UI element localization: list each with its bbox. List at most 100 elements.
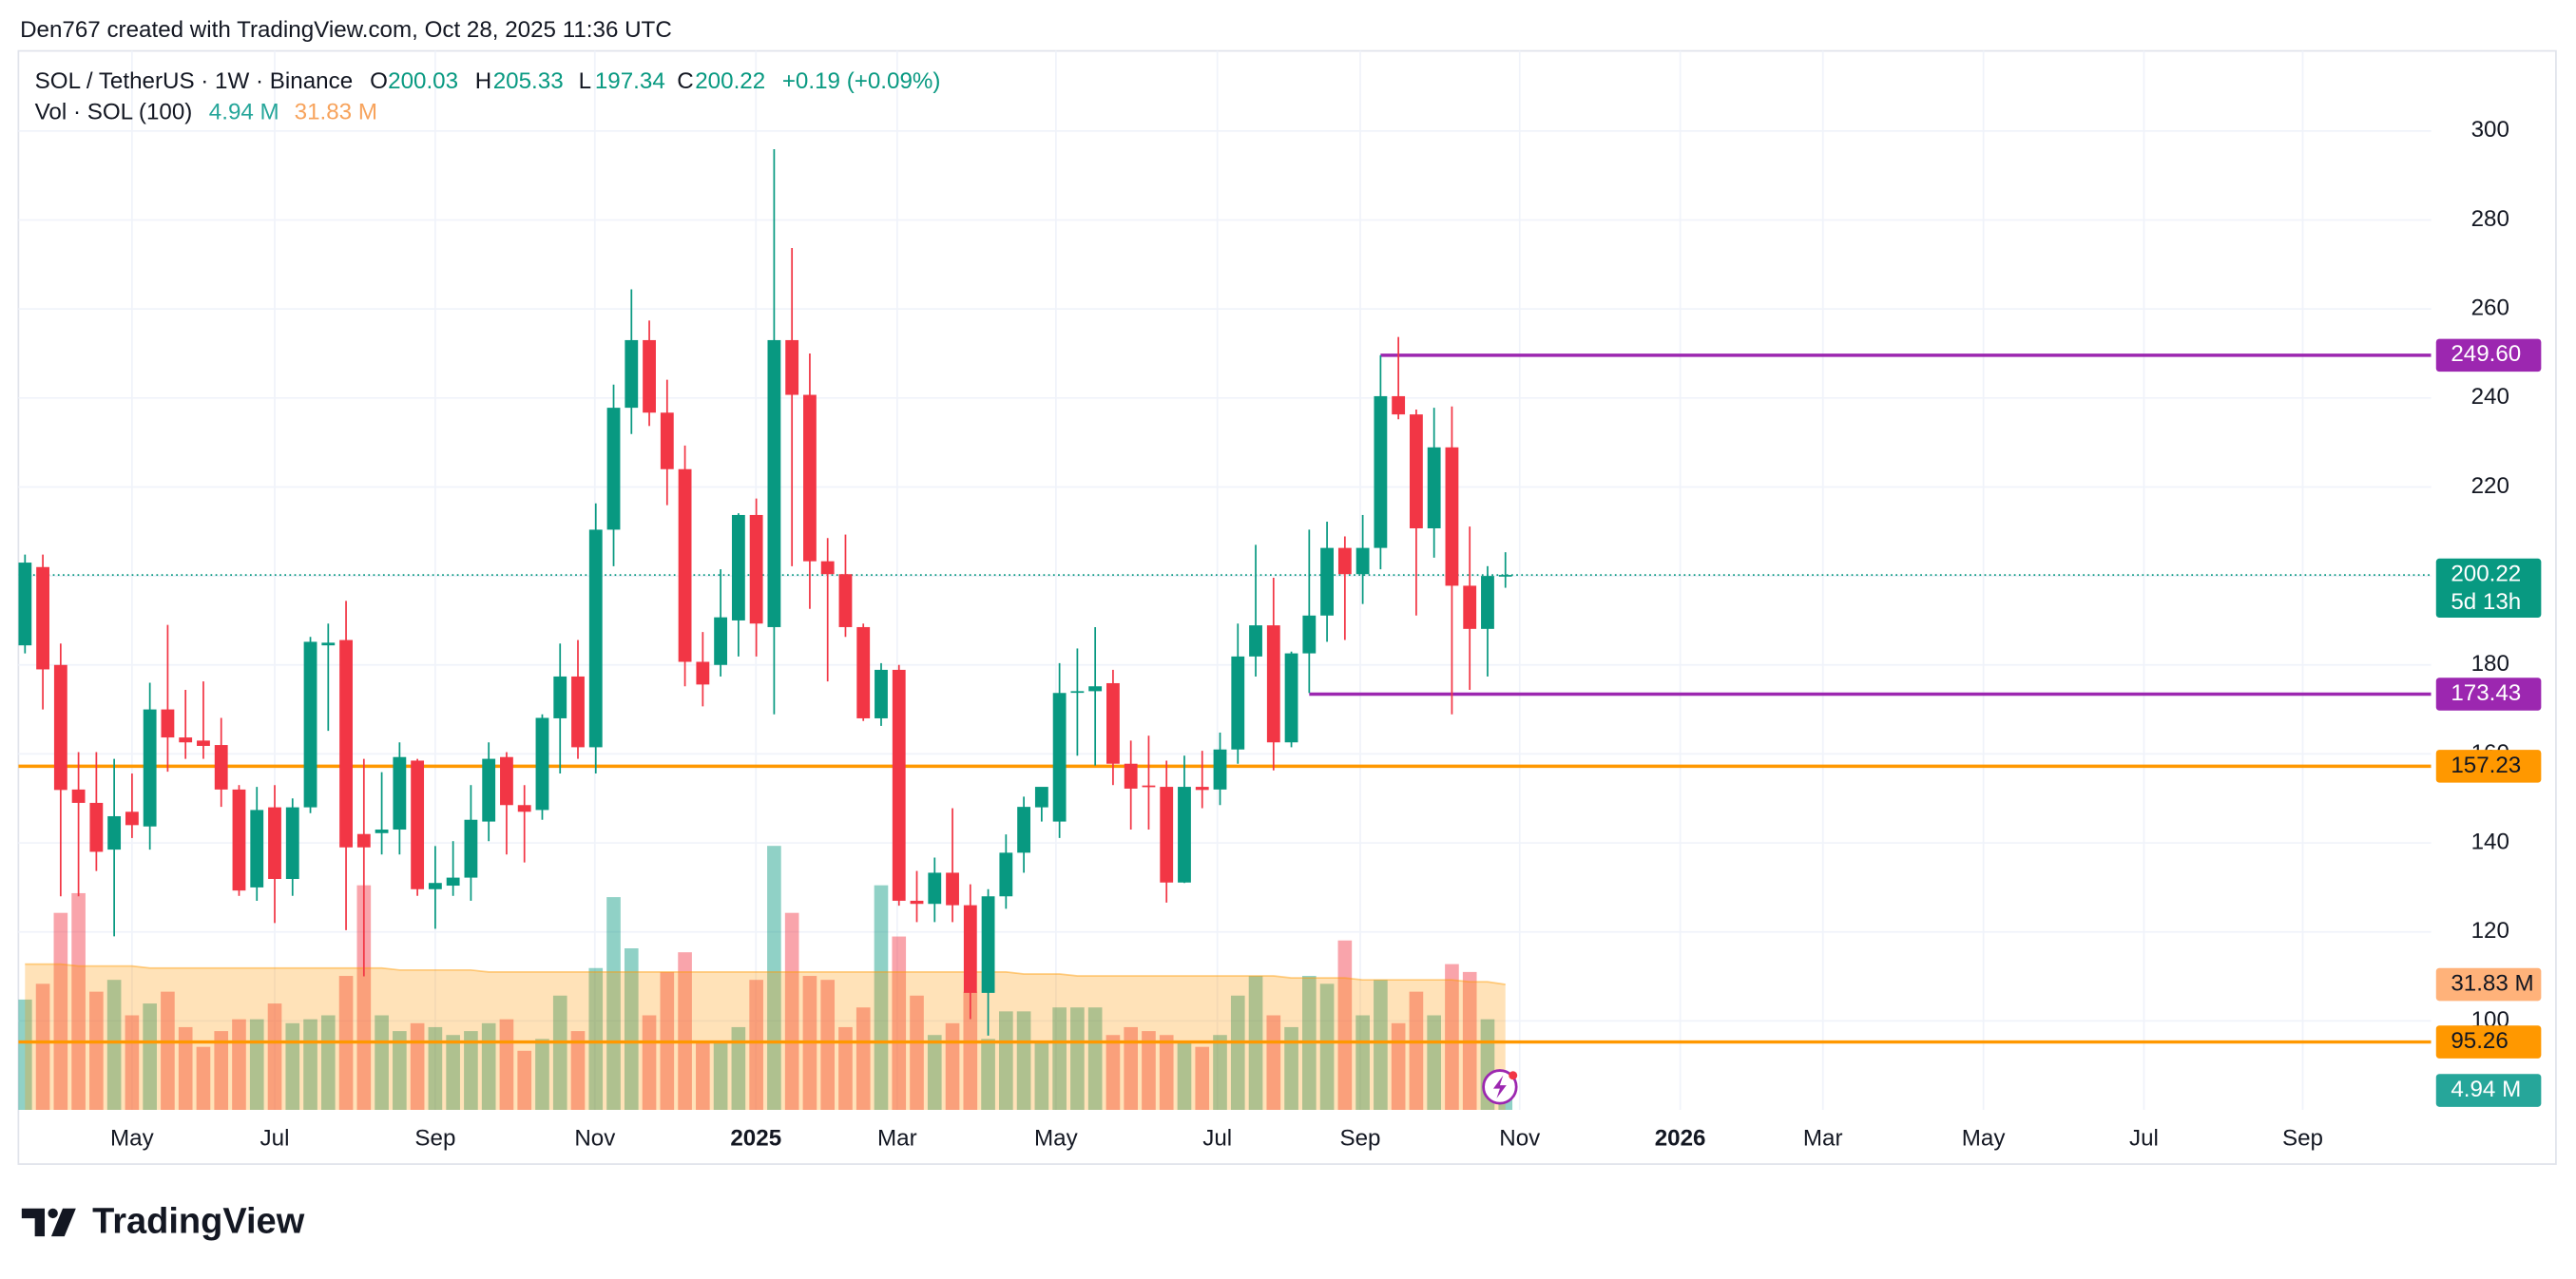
candle-body: [838, 574, 853, 627]
candle-body: [696, 661, 710, 685]
volume-bar: [588, 967, 604, 1111]
volume-bar: [1177, 1042, 1192, 1111]
y-tick-label: 180: [2471, 651, 2509, 677]
candle-body: [285, 807, 299, 880]
candle-body: [678, 468, 692, 662]
candle-body: [375, 830, 389, 833]
volume-label-box: [2435, 1074, 2542, 1107]
volume-bar: [267, 1003, 282, 1111]
candle-body: [197, 740, 210, 746]
volume-bar: [18, 999, 32, 1111]
candle-body: [411, 760, 425, 889]
ohlc-letter: C: [677, 68, 693, 94]
volume-bar: [1195, 1046, 1210, 1111]
volume-bar: [71, 892, 86, 1111]
candle-body: [161, 709, 175, 738]
candle-body: [803, 394, 817, 562]
candle-body: [1178, 787, 1191, 883]
volume-bar: [1105, 1035, 1121, 1111]
candle-body: [356, 833, 371, 848]
volume-bar: [1213, 1035, 1227, 1111]
x-tick-label: Nov: [574, 1126, 615, 1152]
volume-bar: [1391, 1022, 1406, 1111]
x-tick-label: 2026: [1655, 1126, 1706, 1152]
candle-body: [1213, 749, 1227, 790]
volume-bar: [910, 995, 924, 1111]
candle-body: [571, 676, 585, 748]
level-label-box: [2435, 750, 2542, 783]
candle-body: [1409, 414, 1423, 529]
candle-body: [856, 626, 871, 718]
x-tick-label: May: [110, 1126, 155, 1152]
volume-bar: [767, 846, 781, 1111]
grid: [18, 50, 2432, 1111]
candle-body: [1463, 585, 1477, 629]
candle-body: [71, 789, 86, 803]
volume-bar: [1337, 940, 1353, 1111]
x-tick-label: Nov: [1499, 1126, 1540, 1152]
candle-body: [1070, 691, 1085, 694]
y-tick-label: 260: [2471, 296, 2509, 321]
x-tick-label: May: [1034, 1126, 1079, 1152]
volume-bar: [53, 912, 68, 1111]
candle-body: [1249, 625, 1262, 657]
volume-bar: [892, 936, 907, 1111]
volume-bar: [1142, 1031, 1156, 1111]
last-price-label-box: [2435, 558, 2542, 619]
volume-bar: [927, 1035, 942, 1111]
candle-body: [339, 640, 353, 848]
volume-bar: [356, 885, 372, 1111]
volume-bar: [874, 885, 889, 1111]
volume-bar: [161, 991, 175, 1111]
last-price-label: 200.22: [2451, 561, 2521, 586]
candle-body: [981, 896, 995, 993]
volume-bar: [375, 1015, 389, 1111]
candle-body: [125, 811, 139, 826]
y-tick-label: 120: [2471, 918, 2509, 944]
candle-body: [1302, 615, 1317, 654]
volume-bar: [606, 897, 621, 1111]
candle-body: [1355, 547, 1370, 575]
volume-bar: [999, 1011, 1013, 1111]
candle-body: [1160, 787, 1174, 883]
volume-bar: [1284, 1026, 1298, 1111]
candle-body: [321, 642, 336, 646]
candle-body: [999, 852, 1013, 897]
candle-body: [731, 514, 745, 620]
level-label-box: [2435, 1025, 2542, 1059]
last-price-label: 5d 13h: [2451, 589, 2521, 615]
candle-body: [892, 669, 906, 901]
level-label-box: [2435, 338, 2542, 372]
candle-body: [1284, 653, 1298, 743]
ohlc-letter: H: [475, 68, 491, 94]
candle-body: [36, 566, 49, 670]
candle-body: [625, 339, 639, 409]
x-tick-label: Sep: [1339, 1126, 1380, 1152]
logo-text: TradingView: [92, 1201, 305, 1241]
x-tick-label: Sep: [414, 1126, 455, 1152]
candle-body: [535, 717, 549, 811]
candle-body: [143, 709, 157, 827]
candle-body: [1445, 447, 1459, 586]
alert-icon: [1482, 1069, 1518, 1105]
candle-body: [428, 883, 442, 889]
volume-bar: [1034, 1042, 1049, 1111]
volume-bar: [464, 1031, 478, 1111]
candle-body: [214, 745, 228, 790]
x-tick-label: Mar: [877, 1126, 917, 1152]
candle-body: [1266, 625, 1280, 743]
x-tick-label: Mar: [1803, 1126, 1843, 1152]
volume-bar: [214, 1031, 229, 1111]
candle-body: [1320, 547, 1335, 616]
legend: Den767 created with TradingView.com, Oct…: [20, 17, 940, 124]
candle-body: [1142, 785, 1156, 788]
candle-body: [875, 669, 888, 718]
volume-bar: [945, 1022, 960, 1111]
candle-body: [1498, 575, 1512, 577]
volume-bar: [678, 952, 692, 1111]
candle-body: [464, 819, 478, 878]
volume-bar: [106, 980, 122, 1111]
level-label: 173.43: [2451, 680, 2521, 706]
candle-body: [553, 676, 567, 718]
volume-bar: [517, 1050, 532, 1111]
